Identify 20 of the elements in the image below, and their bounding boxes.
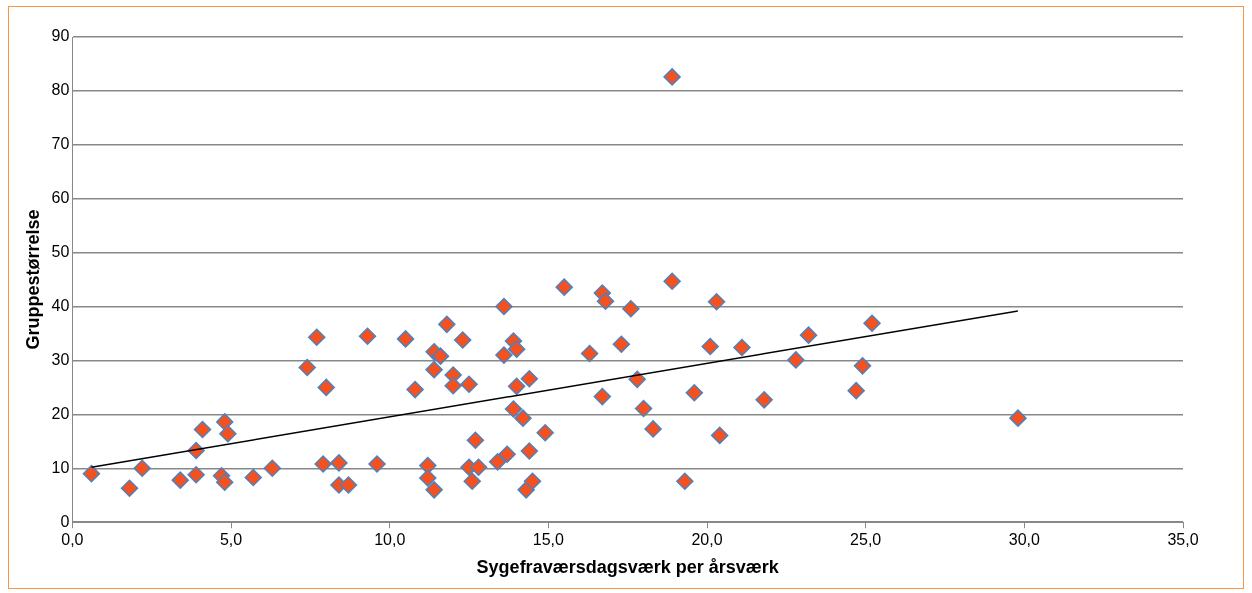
y-tick-label: 10 [51, 458, 70, 476]
x-tick-label: 15,0 [532, 531, 565, 549]
y-tick-label: 90 [51, 27, 70, 45]
x-tick-label: 30,0 [1008, 531, 1041, 549]
x-tick-label: 0,0 [61, 531, 84, 549]
y-tick-label: 80 [51, 81, 70, 99]
y-tick-label: 60 [51, 189, 70, 207]
y-axis-title: Gruppestørrelse [22, 209, 43, 350]
y-tick-label: 40 [51, 296, 70, 314]
y-tick-label: 0 [60, 512, 70, 530]
y-tick-label: 70 [51, 135, 70, 153]
x-tick-label: 5,0 [219, 531, 243, 549]
y-tick-label: 30 [51, 350, 70, 368]
x-tick-label: 25,0 [850, 531, 882, 549]
y-tick-label: 50 [51, 243, 70, 261]
x-tick-label: 35,0 [1167, 531, 1199, 549]
y-tick-label: 20 [51, 404, 70, 422]
x-axis-title: Sygefraværsdagsværk per årsværk [476, 557, 780, 578]
x-tick-label: 20,0 [691, 531, 723, 549]
x-tick-label: 10,0 [374, 531, 406, 549]
